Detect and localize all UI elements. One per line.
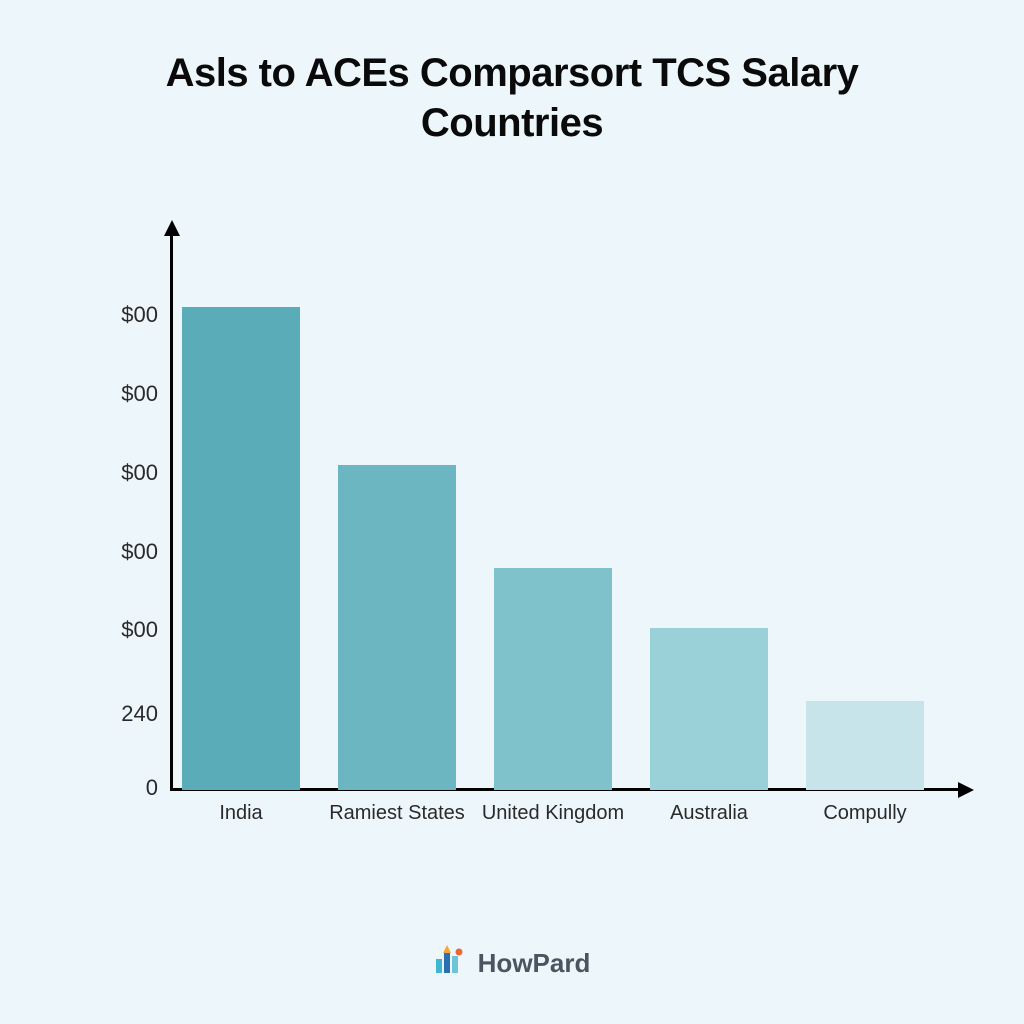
x-axis-label: Ramiest States bbox=[329, 802, 465, 825]
bar bbox=[650, 628, 768, 791]
y-tick-label: $00 bbox=[98, 381, 158, 407]
y-tick-label: 0 bbox=[98, 775, 158, 801]
title-line-2: Countries bbox=[421, 101, 603, 145]
y-tick-label: $00 bbox=[98, 539, 158, 565]
x-axis-label: India bbox=[219, 802, 262, 825]
x-axis-label: Australia bbox=[670, 802, 748, 825]
x-axis-arrow bbox=[958, 782, 974, 798]
x-axis-label: Compully bbox=[823, 802, 906, 825]
brand: HowPard bbox=[434, 945, 591, 982]
y-tick-label: $00 bbox=[98, 460, 158, 486]
x-axis-label: United Kingdom bbox=[482, 802, 624, 825]
y-tick-label: $00 bbox=[98, 617, 158, 643]
bar bbox=[338, 465, 456, 790]
brand-logo-icon bbox=[434, 945, 468, 982]
title-line-1: Asls to ACEs Comparsort TCS Salary bbox=[166, 51, 859, 95]
y-tick-label: $00 bbox=[98, 302, 158, 328]
y-axis bbox=[170, 230, 173, 790]
bar bbox=[494, 568, 612, 790]
y-axis-arrow bbox=[164, 220, 180, 236]
bar-chart: 0240$00$00$00$00$00 IndiaRamiest StatesU… bbox=[110, 230, 950, 830]
bar bbox=[182, 307, 300, 790]
chart-title: Asls to ACEs Comparsort TCS Salary Count… bbox=[0, 0, 1024, 148]
bar bbox=[806, 701, 924, 790]
footer: HowPard bbox=[0, 945, 1024, 982]
brand-name: HowPard bbox=[478, 948, 591, 979]
y-tick-label: 240 bbox=[98, 701, 158, 727]
